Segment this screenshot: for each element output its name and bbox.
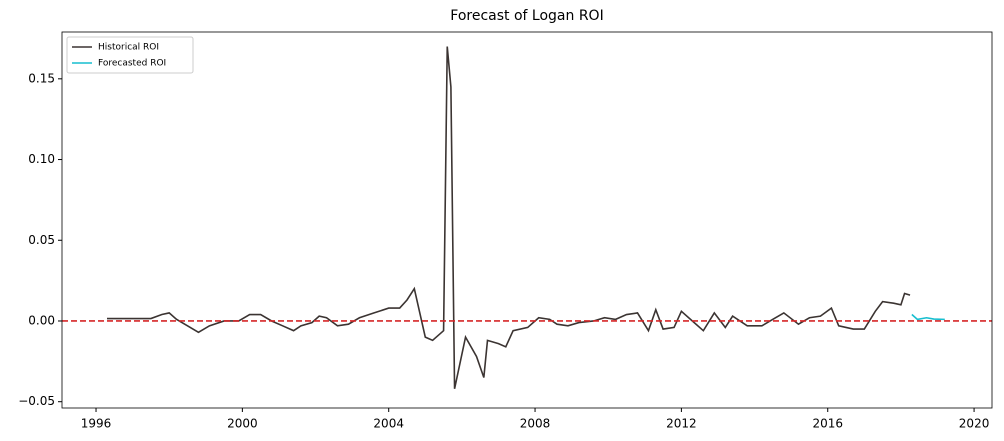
series-line bbox=[911, 313, 945, 321]
x-tick-label: 2020 bbox=[959, 417, 990, 431]
legend-label: Forecasted ROI bbox=[98, 59, 166, 69]
chart-title: Forecast of Logan ROI bbox=[450, 8, 603, 24]
y-tick-label: −0.05 bbox=[18, 394, 55, 408]
y-tick-label: 0.00 bbox=[28, 313, 55, 327]
x-tick-label: 2008 bbox=[520, 417, 551, 431]
y-tick-label: 0.15 bbox=[28, 71, 55, 85]
series-line bbox=[107, 46, 911, 389]
x-tick-label: 2000 bbox=[227, 417, 258, 431]
x-tick-label: 1996 bbox=[81, 417, 112, 431]
x-tick-label: 2004 bbox=[373, 417, 404, 431]
y-tick-label: 0.05 bbox=[28, 233, 55, 247]
legend-label: Historical ROI bbox=[98, 43, 159, 53]
y-tick-label: 0.10 bbox=[28, 152, 55, 166]
x-tick-label: 2012 bbox=[666, 417, 697, 431]
legend-box bbox=[66, 36, 194, 74]
plot-frame bbox=[61, 31, 993, 409]
x-tick-label: 2016 bbox=[812, 417, 843, 431]
